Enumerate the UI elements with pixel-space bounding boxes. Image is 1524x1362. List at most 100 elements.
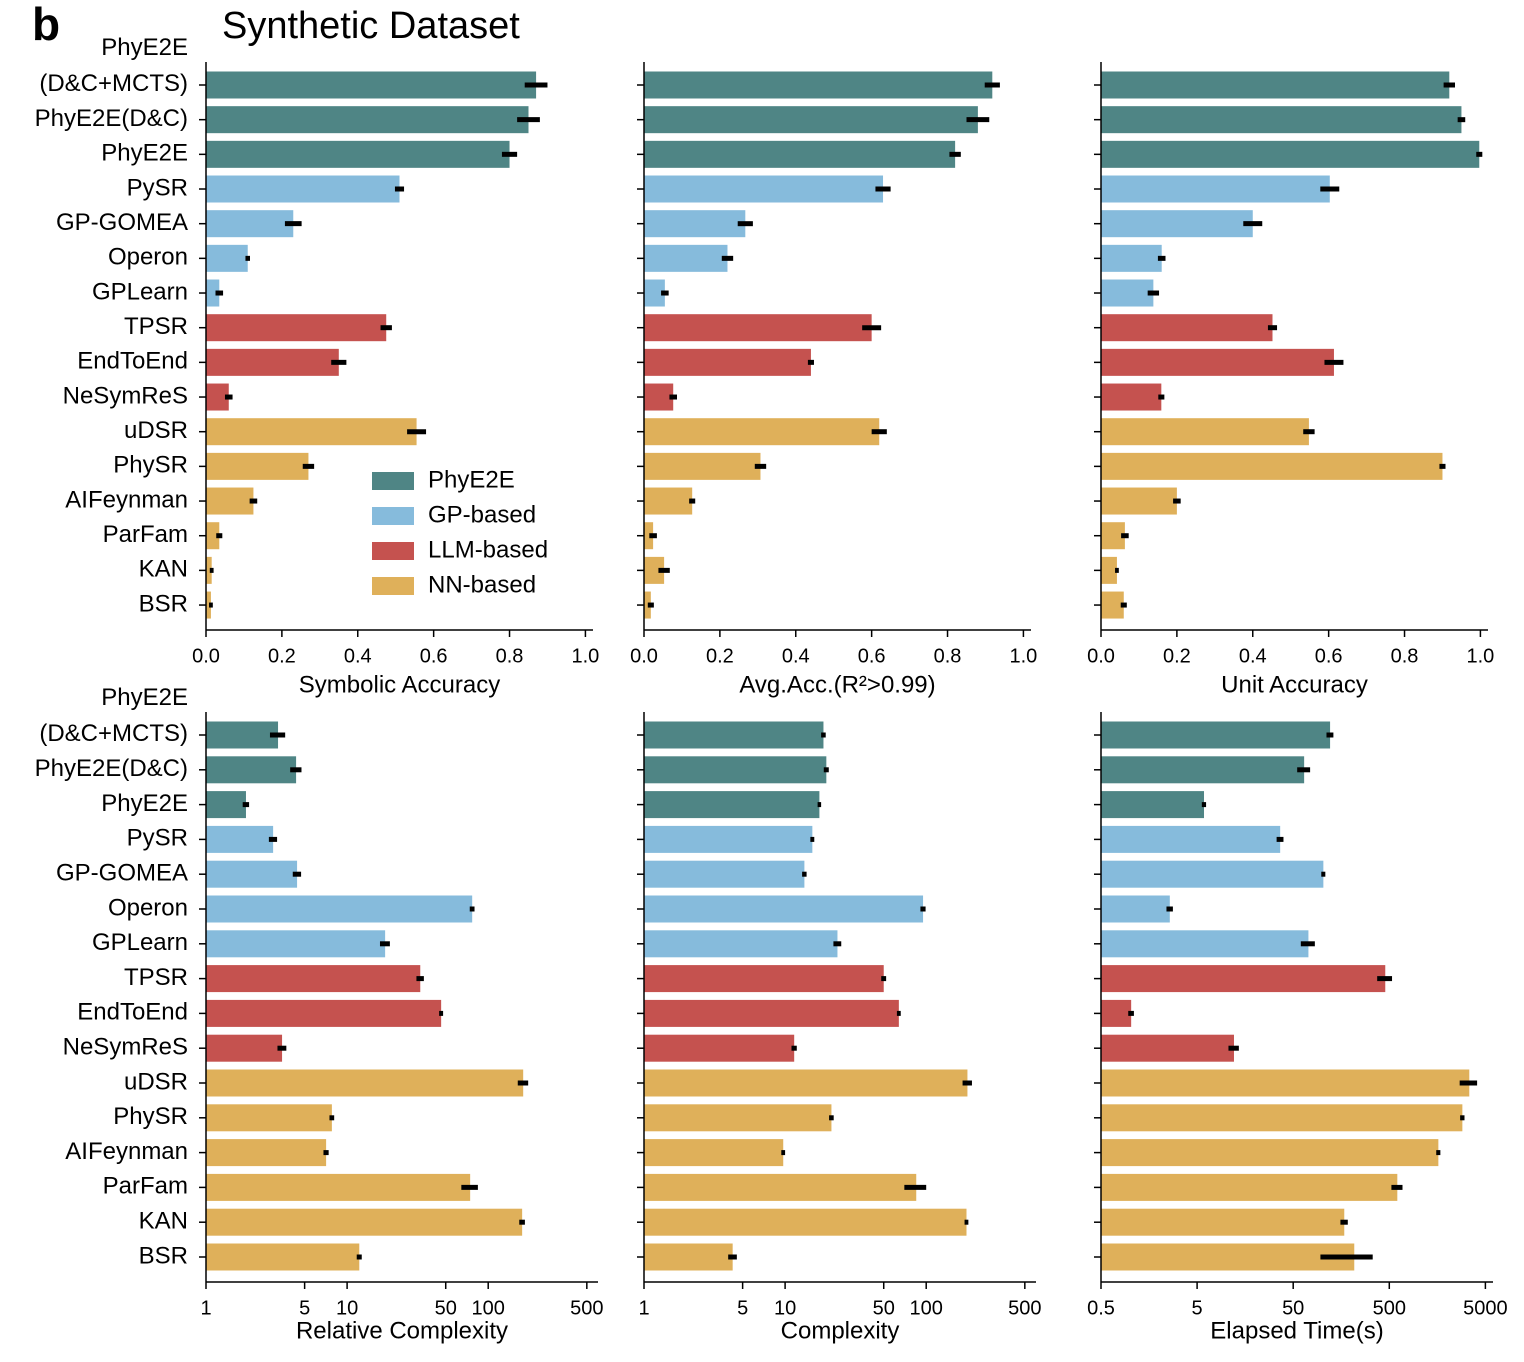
bar [1101,791,1205,819]
x-tick-label: 50 [1282,1297,1304,1319]
bar [1101,965,1386,993]
bar [1101,825,1281,853]
category-label: EndToEnd [77,999,188,1026]
bar [206,1173,471,1201]
bar [644,244,728,272]
bar [644,71,993,99]
bar [1101,140,1480,168]
bar [644,860,805,888]
bar [644,175,884,203]
x-axis-label: Complexity [781,1317,900,1344]
bar [1101,348,1334,376]
category-label: AIFeynman [65,486,188,513]
bar [206,1104,332,1132]
bar [206,71,537,99]
x-tick-label: 0.4 [1239,645,1267,667]
category-label: BSR [139,1242,188,1269]
x-tick-label: 50 [435,1297,457,1319]
bar [206,556,212,584]
category-label: TPSR [124,313,188,340]
bar [1101,487,1177,515]
bar [1101,721,1331,749]
x-tick-label: 5 [1192,1297,1203,1319]
bar [206,140,510,168]
bar [644,487,693,515]
bar [644,210,746,238]
legend-swatch [372,507,414,525]
category-label: PhyE2E(D&C) [35,105,188,132]
x-axis-label: Avg.Acc.(R²>0.99) [739,671,935,698]
bar [206,930,386,958]
x-tick-label: 0.4 [782,645,810,667]
bar [1101,279,1154,307]
category-label: PhyE2E (D&C+MCTS) [39,684,188,747]
bar [1101,522,1125,550]
x-tick-label: 0.5 [1087,1297,1115,1319]
bar [1101,314,1273,342]
x-tick-label: 500 [1373,1297,1406,1319]
legend-label: NN-based [428,571,536,598]
x-tick-label: 500 [1008,1297,1041,1319]
category-label: BSR [139,590,188,617]
bar [1101,999,1132,1027]
bar [206,860,298,888]
bar [644,791,820,819]
bar [1101,1104,1463,1132]
bar [206,314,387,342]
category-label: uDSR [124,1068,188,1095]
bar [1101,930,1309,958]
legend-label: LLM-based [428,536,548,563]
bar [206,210,294,238]
bar [206,999,442,1027]
x-tick-label: 1.0 [1467,645,1495,667]
category-label: ParFam [103,521,188,548]
x-tick-label: 0.2 [268,645,296,667]
bar [644,825,813,853]
bar [644,1034,795,1062]
bar [644,106,978,134]
bar [1101,556,1117,584]
category-label: PhyE2E [101,140,188,167]
x-tick-label: 1.0 [572,645,600,667]
category-label: ParFam [103,1173,188,1200]
bar [206,965,421,993]
bar [644,1173,917,1201]
bar [644,383,674,411]
category-label: Operon [108,244,188,271]
x-tick-label: 0.8 [496,645,524,667]
bar [644,452,761,480]
x-tick-label: 0.4 [344,645,372,667]
bar [644,1104,832,1132]
bar [644,140,956,168]
x-tick-label: 0.0 [1087,645,1115,667]
bar [206,279,220,307]
category-label: PhyE2E(D&C) [35,755,188,782]
category-label: GPLearn [92,929,188,956]
bar [206,383,229,411]
bar [206,418,417,446]
x-axis-label: Relative Complexity [296,1317,508,1344]
bar [206,895,473,923]
x-axis-label: Unit Accuracy [1221,671,1368,698]
x-tick-label: 1.0 [1010,645,1038,667]
bar [1101,895,1170,923]
bar [644,1208,967,1236]
bar [1101,1034,1234,1062]
bar [206,791,246,819]
bar [644,965,884,993]
bar [1101,1243,1355,1271]
category-label: AIFeynman [65,1138,188,1165]
category-label: PhySR [113,1103,188,1130]
bar [1101,71,1450,99]
x-tick-label: 10 [336,1297,358,1319]
bar [644,522,654,550]
x-tick-label: 0.6 [420,645,448,667]
bar [206,756,297,784]
x-tick-label: 5 [299,1297,310,1319]
x-tick-label: 0.0 [630,645,658,667]
bar [206,825,274,853]
bar [1101,175,1330,203]
x-tick-label: 10 [774,1297,796,1319]
bar [1101,452,1443,480]
legend-label: GP-based [428,501,536,528]
